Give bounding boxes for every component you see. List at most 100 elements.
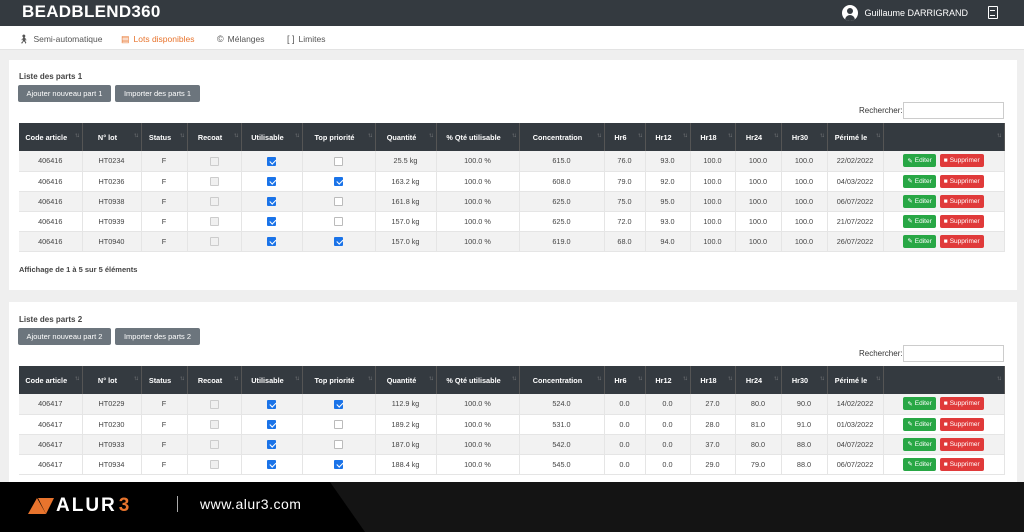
- top-priorite-checkbox[interactable]: [334, 176, 343, 186]
- utilisable-checkbox[interactable]: [267, 459, 276, 469]
- cell-concentration: 608.0: [519, 171, 605, 192]
- column-header[interactable]: Utilisable ↑↓: [241, 123, 303, 151]
- column-header[interactable]: Status ↑↓: [141, 123, 188, 151]
- cell-hr30: 100.0: [781, 171, 828, 192]
- delete-button[interactable]: ■ Supprimer: [939, 397, 984, 411]
- utilisable-checkbox[interactable]: [267, 236, 276, 246]
- pencil-icon: ✎: [907, 461, 913, 468]
- column-header-label: Quantité: [386, 132, 417, 142]
- column-header[interactable]: Hr30 ↑↓: [781, 366, 828, 394]
- column-header[interactable]: Concentration ↑↓: [519, 366, 605, 394]
- document-icon[interactable]: [988, 6, 998, 19]
- top-priorite-checkbox[interactable]: [334, 156, 343, 166]
- delete-button[interactable]: ■ Supprimer: [939, 437, 984, 451]
- edit-button[interactable]: ✎ Editer: [903, 457, 936, 471]
- column-header[interactable]: ↑↓: [883, 123, 1005, 151]
- recoat-checkbox: [209, 196, 219, 206]
- column-header[interactable]: N° lot ↑↓: [82, 366, 142, 394]
- utilisable-checkbox[interactable]: [267, 419, 276, 429]
- delete-button[interactable]: ■ Supprimer: [939, 194, 984, 208]
- column-header[interactable]: N° lot ↑↓: [82, 123, 142, 151]
- search-input-parts1[interactable]: [903, 102, 1004, 119]
- pencil-icon: ✎: [907, 218, 913, 225]
- column-header[interactable]: Hr6 ↑↓: [604, 123, 646, 151]
- utilisable-checkbox[interactable]: [267, 216, 276, 226]
- edit-button[interactable]: ✎ Editer: [903, 154, 936, 168]
- import-parts2-button[interactable]: Importer des parts 2: [115, 328, 200, 345]
- utilisable-checkbox[interactable]: [267, 399, 276, 409]
- column-header[interactable]: Hr12 ↑↓: [645, 123, 691, 151]
- edit-button[interactable]: ✎ Editer: [903, 194, 936, 208]
- column-header[interactable]: Hr12 ↑↓: [645, 366, 691, 394]
- delete-label: Supprimer: [949, 177, 980, 185]
- top-priorite-checkbox[interactable]: [334, 196, 343, 206]
- add-part1-button[interactable]: Ajouter nouveau part 1: [18, 85, 111, 102]
- column-header[interactable]: Périmé le ↑↓: [827, 123, 884, 151]
- top-priorite-checkbox[interactable]: [334, 439, 343, 449]
- edit-button[interactable]: ✎ Editer: [903, 234, 936, 248]
- top-priorite-checkbox[interactable]: [334, 236, 343, 246]
- cell-hr12: 92.0: [645, 171, 691, 192]
- sort-icon: ↑↓: [294, 133, 300, 139]
- column-header[interactable]: Recoat ↑↓: [187, 123, 242, 151]
- delete-button[interactable]: ■ Supprimer: [939, 417, 984, 431]
- column-header[interactable]: Status ↑↓: [141, 366, 188, 394]
- column-header[interactable]: Hr18 ↑↓: [690, 123, 736, 151]
- delete-button[interactable]: ■ Supprimer: [939, 457, 984, 471]
- column-header[interactable]: Quantité ↑↓: [375, 366, 437, 394]
- column-header[interactable]: Top priorité ↑↓: [302, 123, 376, 151]
- edit-button[interactable]: ✎ Editer: [903, 397, 936, 411]
- column-header[interactable]: Code article ↑↓: [19, 366, 83, 394]
- edit-button[interactable]: ✎ Editer: [903, 417, 936, 431]
- nav-melanges[interactable]: © Mélanges: [217, 34, 265, 44]
- app-brand[interactable]: BEADBLEND360: [22, 2, 161, 21]
- footer-url[interactable]: www.alur3.com: [200, 496, 302, 512]
- cell-pct-utilisable: 100.0 %: [436, 211, 520, 232]
- column-header[interactable]: Hr24 ↑↓: [735, 366, 782, 394]
- import-parts1-button[interactable]: Importer des parts 1: [115, 85, 200, 102]
- top-priorite-checkbox[interactable]: [334, 399, 343, 409]
- delete-button[interactable]: ■ Supprimer: [939, 214, 984, 228]
- search-input-parts2[interactable]: [903, 345, 1004, 362]
- column-header[interactable]: Concentration ↑↓: [519, 123, 605, 151]
- column-header[interactable]: Code article ↑↓: [19, 123, 83, 151]
- column-header[interactable]: Hr18 ↑↓: [690, 366, 736, 394]
- add-part2-button[interactable]: Ajouter nouveau part 2: [18, 328, 111, 345]
- column-header[interactable]: Recoat ↑↓: [187, 366, 242, 394]
- utilisable-checkbox[interactable]: [267, 176, 276, 186]
- table-row: 406417 HT0934 F 188.4 kg 100.0 % 545.0 0.0 0.0 2…: [19, 454, 1005, 475]
- delete-button[interactable]: ■ Supprimer: [939, 154, 984, 168]
- delete-button[interactable]: ■ Supprimer: [939, 174, 984, 188]
- delete-button[interactable]: ■ Supprimer: [939, 234, 984, 248]
- cell-quantite: 188.4 kg: [375, 454, 437, 475]
- edit-button[interactable]: ✎ Editer: [903, 214, 936, 228]
- column-header[interactable]: Hr30 ↑↓: [781, 123, 828, 151]
- cell-actions: ✎ Editer ■ Supprimer: [883, 211, 1005, 232]
- top-priorite-checkbox[interactable]: [334, 459, 343, 469]
- cell-utilisable: [241, 394, 303, 415]
- column-header-label: Status: [148, 375, 172, 385]
- top-priorite-checkbox[interactable]: [334, 216, 343, 226]
- nav-lots-disponibles[interactable]: ▤ Lots disponibles: [121, 34, 194, 44]
- user-menu[interactable]: Guillaume DARRIGRAND: [842, 5, 968, 21]
- column-header[interactable]: % Qté utilisable ↑↓: [436, 366, 520, 394]
- column-header[interactable]: % Qté utilisable ↑↓: [436, 123, 520, 151]
- nav-semi-automatique[interactable]: 🚶︎ Semi-automatique: [18, 34, 102, 44]
- utilisable-checkbox[interactable]: [267, 439, 276, 449]
- column-header[interactable]: Quantité ↑↓: [375, 123, 437, 151]
- edit-button[interactable]: ✎ Editer: [903, 437, 936, 451]
- column-header[interactable]: Périmé le ↑↓: [827, 366, 884, 394]
- column-header[interactable]: Hr24 ↑↓: [735, 123, 782, 151]
- column-header[interactable]: Top priorité ↑↓: [302, 366, 376, 394]
- utilisable-checkbox[interactable]: [267, 156, 276, 166]
- nav-limites[interactable]: [ ] Limites: [287, 34, 325, 44]
- column-header-label: Hr6: [614, 375, 627, 385]
- edit-button[interactable]: ✎ Editer: [903, 174, 936, 188]
- column-header[interactable]: ↑↓: [883, 366, 1005, 394]
- top-priorite-checkbox[interactable]: [334, 419, 343, 429]
- column-header[interactable]: Utilisable ↑↓: [241, 366, 303, 394]
- column-header[interactable]: Hr6 ↑↓: [604, 366, 646, 394]
- parts1-table: Code article ↑↓ N° lot ↑↓ Status ↑↓ Recoat ↑↓ Ut…: [19, 123, 1005, 252]
- utilisable-checkbox[interactable]: [267, 196, 276, 206]
- parts1-card: Liste des parts 1 Ajouter nouveau part 1…: [9, 60, 1017, 290]
